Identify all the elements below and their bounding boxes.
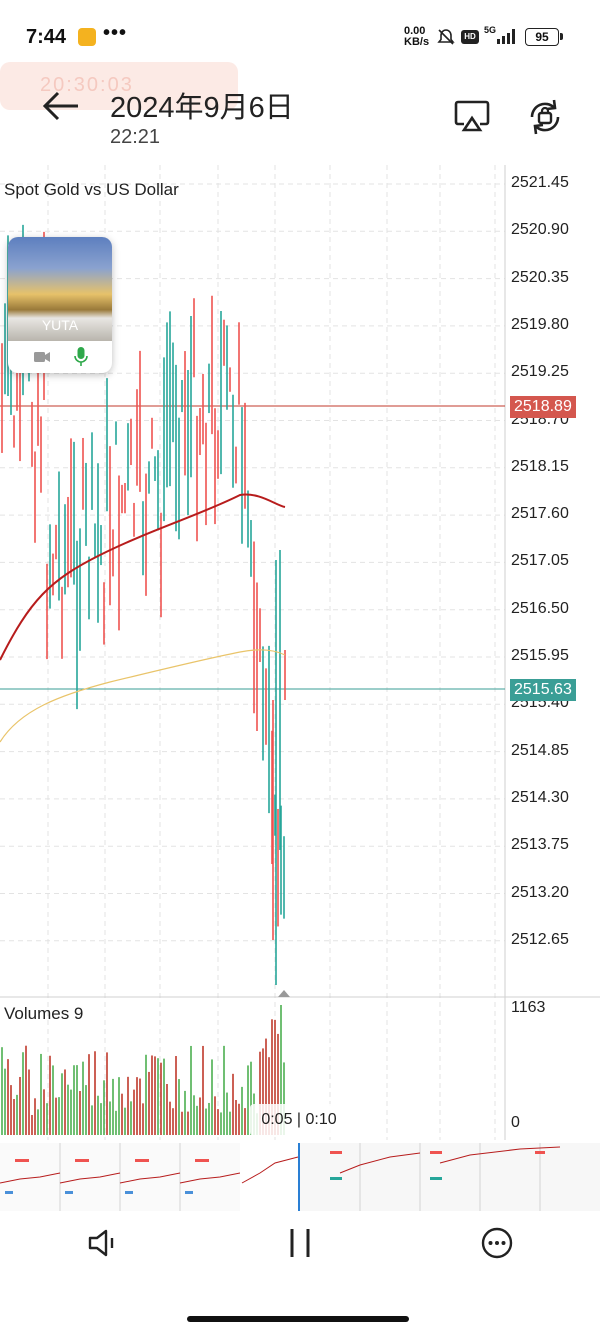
volume-zero-label: 0 xyxy=(511,1114,520,1131)
volumes-title: Volumes 9 xyxy=(4,1004,84,1023)
price-axis-label: 2520.35 xyxy=(511,268,569,286)
battery-tip xyxy=(560,33,563,40)
page-subtitle: 22:21 xyxy=(110,126,161,148)
page-title: 2024年9月6日 xyxy=(110,92,294,124)
battery-level: 95 xyxy=(525,28,559,46)
network-type: 5G xyxy=(484,25,497,35)
video-call-pip[interactable]: YUTA xyxy=(8,237,112,373)
network-speed: 0.00 KB/s xyxy=(404,26,429,48)
current-time: 0:05 xyxy=(261,1111,293,1128)
red-price-tag: 2518.89 xyxy=(510,396,576,418)
price-axis-label: 2512.65 xyxy=(511,930,569,948)
signal-icon xyxy=(497,29,515,44)
price-axis-label: 2513.75 xyxy=(511,836,569,854)
recording-timer: 20:30:03 xyxy=(0,62,238,110)
arrow-left-icon[interactable] xyxy=(40,86,84,126)
price-axis-label: 2517.60 xyxy=(511,505,569,523)
rotate-lock-icon[interactable] xyxy=(524,96,566,138)
home-indicator[interactable] xyxy=(187,1316,409,1322)
price-axis-label: 2514.30 xyxy=(511,788,569,806)
price-axis-label: 2514.85 xyxy=(511,741,569,759)
more-notifications-icon: ••• xyxy=(103,22,128,44)
volume-bars xyxy=(1,1005,285,1135)
status-time: 7:44 xyxy=(26,26,67,48)
hd-badge: HD xyxy=(461,30,479,44)
recording-timer-text: 20:30:03 xyxy=(40,74,134,96)
notes-app-icon xyxy=(78,28,96,46)
price-axis-label: 2515.95 xyxy=(511,647,569,664)
price-axis-label: 2521.45 xyxy=(511,174,569,191)
network-speed-unit: KB/s xyxy=(404,36,430,48)
video-thumbnail-strip[interactable] xyxy=(0,1143,600,1211)
symbol-description: Spot Gold vs US Dollar xyxy=(4,180,179,199)
total-time: 0:10 xyxy=(305,1111,337,1128)
price-chart[interactable] xyxy=(0,165,600,1145)
fast-moving-average xyxy=(0,649,286,743)
mute-bell-icon xyxy=(437,29,455,45)
teal-price-tag: 2515.63 xyxy=(510,679,576,701)
time-separator: | xyxy=(296,1111,302,1128)
status-bar: 7:44 ••• 0.00 KB/s HD 5G 95 xyxy=(0,0,600,72)
pause-icon[interactable] xyxy=(286,1226,314,1260)
playback-time: 0:05 | 0:10 xyxy=(250,1104,348,1136)
video-camera-icon[interactable] xyxy=(34,351,50,363)
pip-video-frame xyxy=(8,237,112,341)
slow-moving-average xyxy=(0,493,286,661)
microphone-icon[interactable] xyxy=(74,347,88,367)
speaker-icon[interactable] xyxy=(86,1226,120,1260)
price-axis-label: 2513.20 xyxy=(511,883,569,901)
network-speed-value: 0.00 xyxy=(404,25,426,37)
moving-averages xyxy=(0,493,286,743)
pip-user-name: YUTA xyxy=(41,317,79,333)
price-axis-label: 2519.25 xyxy=(511,363,569,381)
more-options-icon[interactable] xyxy=(480,1226,514,1260)
price-axis-label: 2517.05 xyxy=(511,552,569,570)
price-axis-label: 2518.15 xyxy=(511,457,569,475)
scroll-marker xyxy=(278,990,290,997)
price-axis-label: 2520.90 xyxy=(511,221,569,239)
volume-max-label: 1163 xyxy=(511,999,546,1016)
price-axis-label: 2519.80 xyxy=(511,315,569,333)
price-axis-label: 2516.50 xyxy=(511,599,569,617)
thumbnail-frames xyxy=(0,1143,561,1211)
screen-cast-icon[interactable] xyxy=(452,96,492,136)
